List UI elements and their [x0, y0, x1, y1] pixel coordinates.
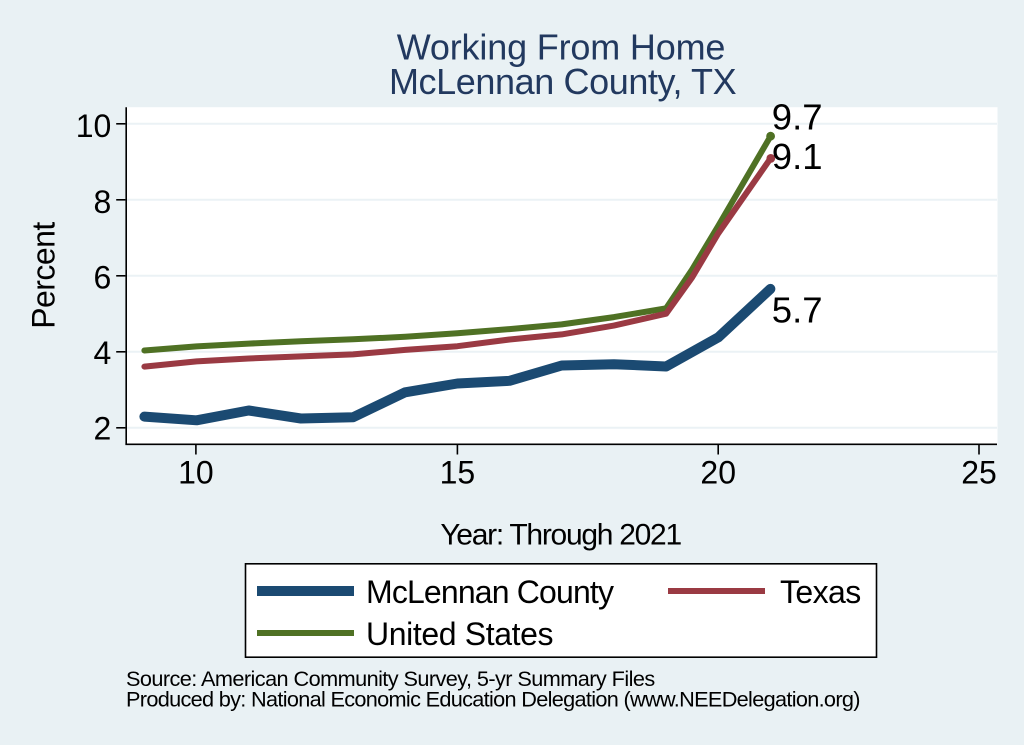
- svg-text:8: 8: [94, 184, 112, 220]
- svg-text:6: 6: [94, 259, 112, 295]
- svg-text:Percent: Percent: [25, 222, 61, 329]
- svg-text:25: 25: [961, 454, 997, 490]
- svg-text:9.7: 9.7: [772, 97, 823, 138]
- svg-text:2: 2: [94, 411, 112, 447]
- svg-text:15: 15: [440, 454, 476, 490]
- svg-text:McLennan County, TX: McLennan County, TX: [389, 61, 737, 102]
- svg-text:Texas: Texas: [780, 574, 861, 610]
- svg-text:McLennan County: McLennan County: [366, 574, 614, 610]
- svg-text:10: 10: [76, 108, 112, 144]
- svg-text:10: 10: [178, 454, 214, 490]
- svg-text:Year: Through 2021: Year: Through 2021: [440, 519, 681, 552]
- svg-text:20: 20: [700, 454, 736, 490]
- svg-text:5.7: 5.7: [772, 289, 823, 330]
- svg-text:9.1: 9.1: [772, 136, 823, 177]
- svg-text:Working From Home: Working From Home: [397, 27, 726, 68]
- svg-text:4: 4: [94, 335, 112, 371]
- svg-text:Produced by: National Economic: Produced by: National Economic Education…: [126, 687, 860, 712]
- svg-text:United States: United States: [366, 616, 553, 652]
- svg-text:Source: American Community Sur: Source: American Community Survey, 5-yr …: [126, 666, 655, 691]
